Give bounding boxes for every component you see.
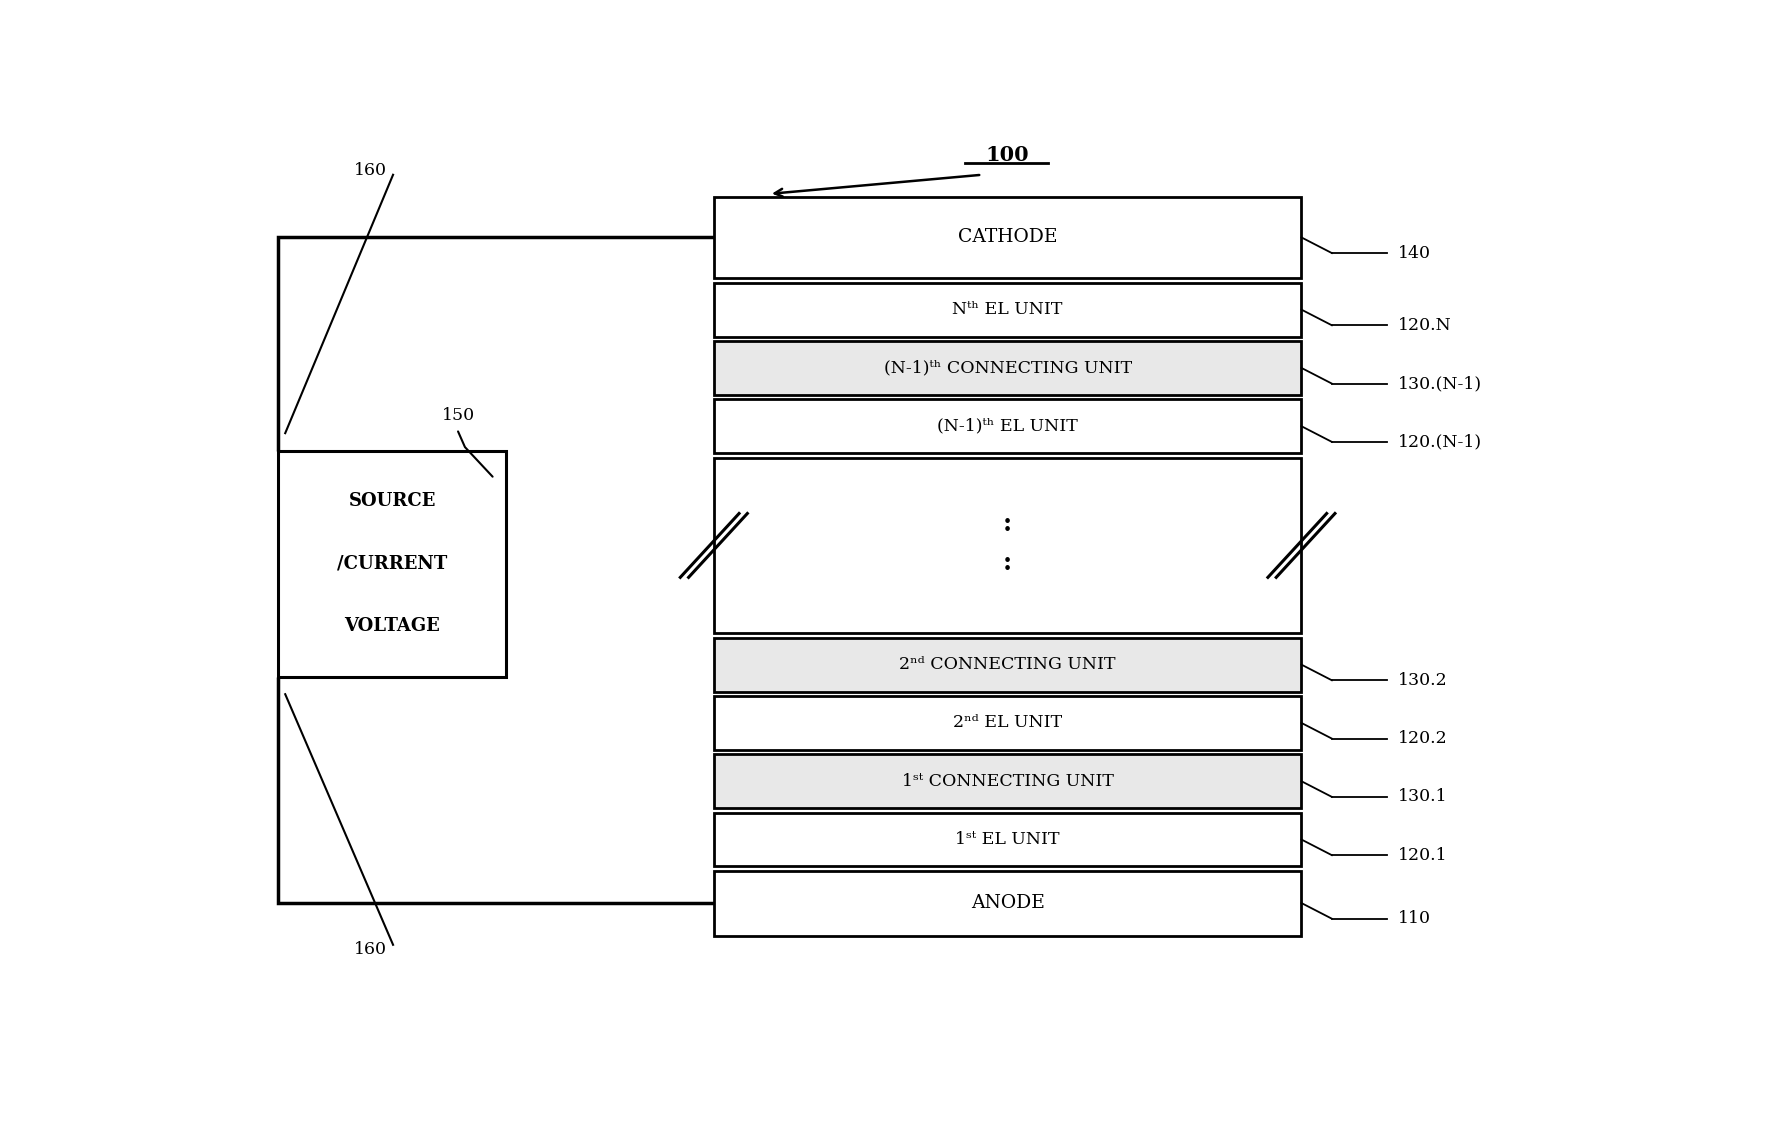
Text: (N-1)ᵗʰ EL UNIT: (N-1)ᵗʰ EL UNIT — [937, 418, 1078, 435]
Text: 160: 160 — [355, 940, 387, 957]
Text: SOURCE: SOURCE — [348, 492, 435, 510]
Text: 120.N: 120.N — [1399, 316, 1452, 333]
Bar — [714, 197, 1302, 278]
Bar — [714, 637, 1302, 692]
Bar — [714, 754, 1302, 808]
Text: /CURRENT: /CURRENT — [337, 555, 448, 573]
Text: 150: 150 — [441, 408, 475, 425]
Text: 1ˢᵗ CONNECTING UNIT: 1ˢᵗ CONNECTING UNIT — [901, 773, 1113, 790]
Text: 120.1: 120.1 — [1399, 846, 1449, 863]
Bar — [714, 696, 1302, 750]
Bar — [714, 812, 1302, 867]
Text: 2ⁿᵈ EL UNIT: 2ⁿᵈ EL UNIT — [953, 714, 1061, 731]
Text: 2ⁿᵈ CONNECTING UNIT: 2ⁿᵈ CONNECTING UNIT — [899, 657, 1115, 673]
Text: 140: 140 — [1399, 244, 1431, 261]
Text: 100: 100 — [985, 145, 1029, 165]
Text: :: : — [1003, 550, 1012, 575]
Text: 130.1: 130.1 — [1399, 789, 1449, 806]
Text: VOLTAGE: VOLTAGE — [344, 617, 441, 635]
Text: Nᵗʰ EL UNIT: Nᵗʰ EL UNIT — [953, 301, 1063, 319]
Text: 110: 110 — [1399, 910, 1431, 928]
Text: 120.2: 120.2 — [1399, 730, 1449, 747]
Text: :: : — [1003, 512, 1012, 536]
Text: 120.(N-1): 120.(N-1) — [1399, 434, 1483, 451]
Text: 130.(N-1): 130.(N-1) — [1399, 375, 1483, 392]
Bar — [714, 282, 1302, 337]
Text: (N-1)ᵗʰ CONNECTING UNIT: (N-1)ᵗʰ CONNECTING UNIT — [883, 359, 1131, 376]
Bar — [714, 871, 1302, 936]
Text: 130.2: 130.2 — [1399, 671, 1449, 689]
Text: 160: 160 — [355, 162, 387, 179]
Bar — [714, 458, 1302, 633]
Bar — [714, 341, 1302, 394]
Bar — [278, 451, 507, 677]
Text: 1ˢᵗ EL UNIT: 1ˢᵗ EL UNIT — [956, 831, 1060, 848]
Text: CATHODE: CATHODE — [958, 228, 1058, 246]
Text: ANODE: ANODE — [970, 895, 1045, 912]
Bar — [714, 399, 1302, 453]
